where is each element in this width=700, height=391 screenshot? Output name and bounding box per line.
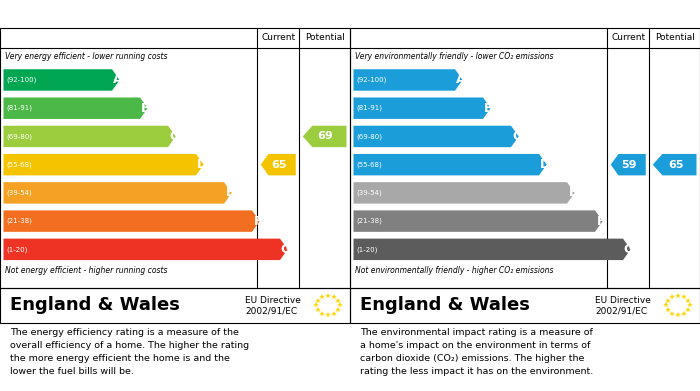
Text: Not energy efficient - higher running costs: Not energy efficient - higher running co… [6, 266, 168, 275]
Polygon shape [652, 154, 696, 176]
Text: Not environmentally friendly - higher CO₂ emissions: Not environmentally friendly - higher CO… [355, 266, 554, 275]
Text: (1-20): (1-20) [356, 246, 378, 253]
Text: G: G [281, 243, 291, 256]
Text: D: D [540, 158, 550, 171]
Polygon shape [4, 154, 204, 176]
Polygon shape [4, 239, 288, 260]
Text: EU Directive
2002/91/EC: EU Directive 2002/91/EC [245, 296, 301, 315]
Text: C: C [512, 130, 522, 143]
Text: The environmental impact rating is a measure of
a home's impact on the environme: The environmental impact rating is a mea… [360, 328, 594, 376]
Polygon shape [4, 182, 232, 204]
Polygon shape [610, 154, 645, 176]
Text: (1-20): (1-20) [6, 246, 28, 253]
Polygon shape [354, 239, 631, 260]
Polygon shape [302, 126, 346, 147]
Polygon shape [4, 69, 120, 91]
Text: E: E [568, 187, 578, 199]
Polygon shape [4, 126, 176, 147]
Text: F: F [253, 215, 262, 228]
Text: C: C [169, 130, 178, 143]
Text: (92-100): (92-100) [356, 77, 386, 83]
Text: Potential: Potential [304, 33, 344, 42]
Text: B: B [141, 102, 150, 115]
Polygon shape [354, 97, 491, 119]
Text: (81-91): (81-91) [6, 105, 32, 111]
Text: England & Wales: England & Wales [360, 296, 531, 314]
Text: 59: 59 [622, 160, 637, 170]
Text: E: E [225, 187, 234, 199]
Polygon shape [354, 69, 463, 91]
Text: The energy efficiency rating is a measure of the
overall efficiency of a home. T: The energy efficiency rating is a measur… [10, 328, 250, 376]
Text: F: F [596, 215, 606, 228]
Text: Potential: Potential [654, 33, 694, 42]
Text: (21-38): (21-38) [356, 218, 382, 224]
Text: (69-80): (69-80) [356, 133, 382, 140]
Polygon shape [260, 154, 295, 176]
Text: Environmental Impact (CO₂) Rating: Environmental Impact (CO₂) Rating [358, 7, 621, 21]
Polygon shape [354, 154, 547, 176]
Polygon shape [4, 97, 148, 119]
Text: (69-80): (69-80) [6, 133, 32, 140]
Polygon shape [354, 182, 575, 204]
Text: B: B [484, 102, 494, 115]
Text: Current: Current [261, 33, 295, 42]
Polygon shape [354, 126, 519, 147]
Text: A: A [456, 74, 466, 86]
Text: 65: 65 [272, 160, 287, 170]
Text: Energy Efficiency Rating: Energy Efficiency Rating [8, 7, 192, 21]
Text: Current: Current [611, 33, 645, 42]
Text: 65: 65 [668, 160, 683, 170]
Text: (92-100): (92-100) [6, 77, 36, 83]
Text: (39-54): (39-54) [6, 190, 32, 196]
Text: EU Directive
2002/91/EC: EU Directive 2002/91/EC [595, 296, 651, 315]
Text: England & Wales: England & Wales [10, 296, 181, 314]
Text: Very environmentally friendly - lower CO₂ emissions: Very environmentally friendly - lower CO… [355, 52, 554, 61]
Polygon shape [4, 210, 260, 232]
Text: A: A [113, 74, 122, 86]
Text: (55-68): (55-68) [356, 161, 382, 168]
Text: D: D [197, 158, 207, 171]
Text: (21-38): (21-38) [6, 218, 32, 224]
Text: (81-91): (81-91) [356, 105, 382, 111]
Polygon shape [354, 210, 603, 232]
Text: (39-54): (39-54) [356, 190, 382, 196]
Text: G: G [624, 243, 634, 256]
Text: 69: 69 [318, 131, 333, 142]
Text: (55-68): (55-68) [6, 161, 32, 168]
Text: Very energy efficient - lower running costs: Very energy efficient - lower running co… [6, 52, 168, 61]
